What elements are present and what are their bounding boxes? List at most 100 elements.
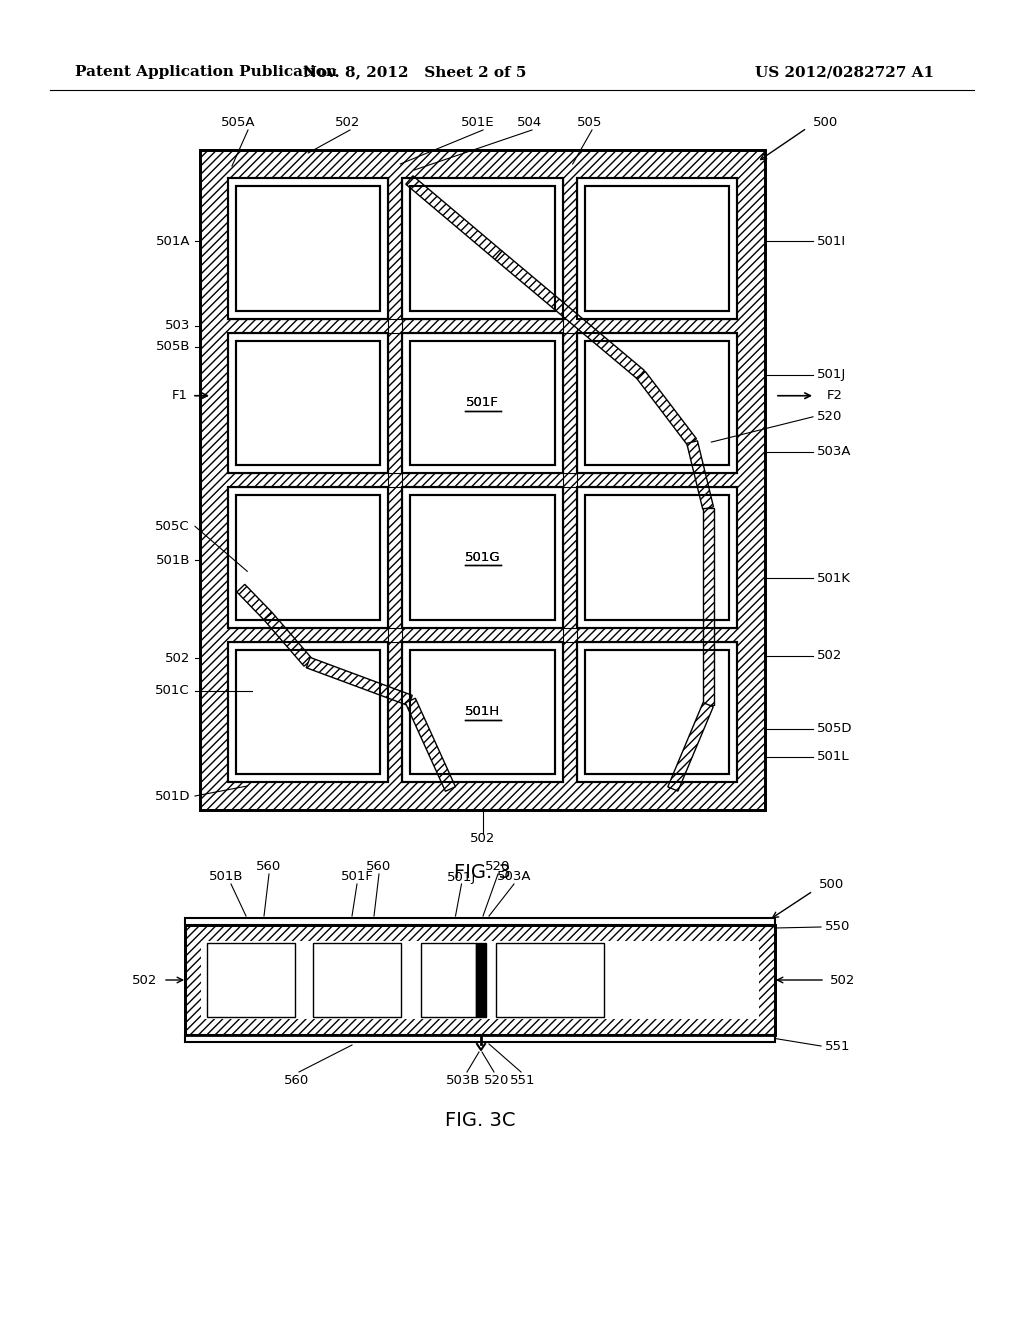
Text: 503: 503 — [165, 319, 190, 333]
Bar — [236, 341, 380, 465]
Bar — [200, 150, 765, 810]
Bar — [228, 178, 388, 318]
Bar — [402, 178, 562, 318]
Text: 520: 520 — [817, 411, 843, 424]
Bar — [577, 178, 737, 318]
Text: 501J: 501J — [446, 870, 476, 883]
Text: 503B: 503B — [445, 1073, 480, 1086]
Text: 501B: 501B — [209, 870, 244, 883]
Text: 560: 560 — [285, 1073, 309, 1086]
Bar — [411, 341, 555, 465]
Text: FIG. 3: FIG. 3 — [454, 862, 511, 882]
Bar — [402, 333, 562, 473]
Bar — [411, 649, 555, 774]
Text: 501H: 501H — [465, 705, 500, 718]
Bar — [200, 150, 765, 810]
Bar — [411, 186, 555, 310]
Bar — [402, 333, 562, 473]
Bar — [585, 341, 729, 465]
Polygon shape — [668, 702, 713, 791]
Bar — [402, 642, 562, 781]
Bar — [236, 186, 380, 310]
Text: 550: 550 — [825, 920, 850, 933]
Bar — [185, 917, 775, 925]
Bar — [185, 925, 775, 1035]
Bar — [476, 942, 486, 1016]
Text: 501I: 501I — [817, 235, 846, 248]
Text: 551: 551 — [825, 1040, 851, 1052]
Polygon shape — [495, 251, 644, 379]
Text: Nov. 8, 2012   Sheet 2 of 5: Nov. 8, 2012 Sheet 2 of 5 — [303, 65, 526, 79]
Bar — [411, 495, 555, 619]
Text: 504: 504 — [517, 116, 543, 129]
Text: 501F: 501F — [466, 396, 499, 409]
Text: 505D: 505D — [817, 722, 853, 735]
Bar — [185, 1035, 775, 1041]
Polygon shape — [687, 441, 714, 510]
Text: 501A: 501A — [156, 235, 190, 248]
Bar — [411, 186, 555, 310]
Text: 502: 502 — [335, 116, 360, 129]
Bar — [207, 942, 295, 1016]
Bar — [402, 487, 562, 627]
Polygon shape — [237, 585, 272, 620]
Bar — [236, 495, 380, 619]
Text: 503A: 503A — [497, 870, 531, 883]
Text: 505B: 505B — [156, 341, 190, 352]
Polygon shape — [702, 508, 714, 705]
Text: 500: 500 — [813, 116, 839, 129]
Bar — [228, 178, 388, 318]
Text: 503A: 503A — [817, 445, 852, 458]
Text: 501G: 501G — [465, 550, 501, 564]
Text: 560: 560 — [367, 861, 391, 874]
Bar — [313, 942, 401, 1016]
Text: 502: 502 — [132, 974, 157, 986]
Bar — [585, 341, 729, 465]
Bar — [577, 333, 737, 473]
Text: 560: 560 — [256, 861, 282, 874]
Bar — [562, 178, 577, 781]
Text: 520: 520 — [484, 1073, 510, 1086]
Polygon shape — [637, 371, 696, 445]
Bar — [585, 649, 729, 774]
Bar — [496, 942, 604, 1016]
Bar — [185, 925, 775, 1035]
Bar — [402, 178, 562, 318]
Polygon shape — [264, 612, 312, 667]
Polygon shape — [406, 176, 502, 260]
Text: 501L: 501L — [817, 750, 850, 763]
Bar — [411, 495, 555, 619]
Bar — [585, 186, 729, 310]
Text: 505A: 505A — [221, 116, 255, 129]
Bar — [228, 642, 388, 781]
Bar — [402, 487, 562, 627]
Bar — [236, 649, 380, 774]
Bar — [585, 649, 729, 774]
Text: 520: 520 — [485, 861, 511, 874]
Bar — [585, 495, 729, 619]
Bar — [411, 341, 555, 465]
Text: 501K: 501K — [817, 572, 851, 585]
Text: 502: 502 — [830, 974, 855, 986]
Text: 501C: 501C — [156, 684, 190, 697]
Text: 502: 502 — [470, 832, 496, 845]
Bar — [228, 487, 388, 627]
Bar — [228, 333, 388, 473]
Bar — [411, 649, 555, 774]
Text: 501J: 501J — [817, 368, 846, 381]
Text: US 2012/0282727 A1: US 2012/0282727 A1 — [756, 65, 935, 79]
Bar — [228, 627, 737, 642]
Bar — [236, 341, 380, 465]
Text: 501G: 501G — [465, 550, 501, 564]
Text: 551: 551 — [510, 1073, 536, 1086]
Bar — [236, 495, 380, 619]
Text: F1: F1 — [172, 389, 188, 403]
Bar — [577, 642, 737, 781]
Bar — [228, 487, 388, 627]
Bar — [402, 642, 562, 781]
Bar — [585, 495, 729, 619]
Text: 501F: 501F — [466, 396, 499, 409]
Text: 501B: 501B — [156, 553, 190, 566]
Text: F2: F2 — [827, 389, 843, 403]
Text: 501H: 501H — [465, 705, 500, 718]
